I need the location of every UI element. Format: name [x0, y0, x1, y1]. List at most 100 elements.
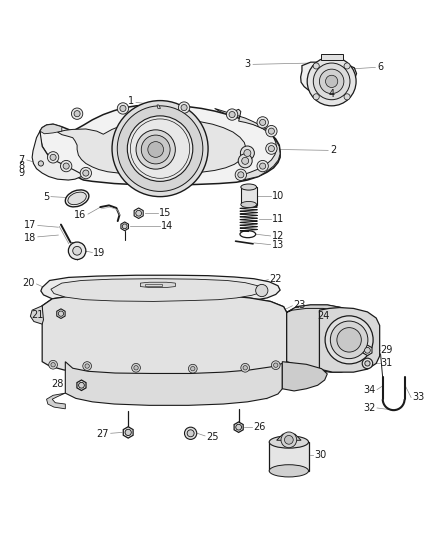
Ellipse shape [274, 363, 278, 367]
Text: 22: 22 [270, 274, 282, 284]
Text: 32: 32 [363, 403, 375, 413]
Ellipse shape [260, 163, 266, 169]
Polygon shape [157, 105, 160, 108]
Polygon shape [40, 124, 62, 134]
Ellipse shape [63, 163, 69, 169]
Polygon shape [42, 294, 287, 330]
Polygon shape [287, 305, 353, 317]
Polygon shape [123, 427, 133, 438]
Polygon shape [57, 119, 246, 175]
Text: 29: 29 [381, 345, 393, 356]
Ellipse shape [68, 242, 86, 260]
Ellipse shape [238, 172, 244, 178]
Ellipse shape [319, 69, 344, 94]
Text: 9: 9 [18, 168, 25, 177]
Ellipse shape [141, 135, 170, 164]
Ellipse shape [71, 108, 83, 119]
Text: 11: 11 [272, 214, 285, 224]
Text: 23: 23 [293, 300, 306, 310]
Ellipse shape [260, 119, 266, 125]
Ellipse shape [313, 63, 319, 69]
Text: 26: 26 [253, 422, 265, 432]
Ellipse shape [229, 111, 235, 118]
Ellipse shape [268, 146, 275, 152]
Ellipse shape [47, 152, 59, 163]
Text: 20: 20 [22, 278, 35, 288]
Text: 6: 6 [377, 62, 383, 72]
Text: 5: 5 [43, 192, 49, 201]
Text: 25: 25 [206, 432, 219, 442]
Text: 21: 21 [31, 310, 43, 319]
Ellipse shape [188, 364, 197, 373]
Polygon shape [269, 442, 308, 471]
Polygon shape [141, 282, 175, 287]
Polygon shape [41, 275, 280, 304]
Ellipse shape [187, 430, 194, 437]
Polygon shape [283, 362, 327, 391]
Text: 15: 15 [159, 208, 172, 218]
Text: 19: 19 [93, 248, 106, 259]
Ellipse shape [281, 432, 297, 448]
Text: 31: 31 [381, 358, 393, 368]
Ellipse shape [226, 109, 238, 120]
Text: 3: 3 [245, 59, 251, 69]
Ellipse shape [266, 143, 277, 154]
Ellipse shape [120, 106, 126, 111]
Text: 14: 14 [161, 221, 173, 231]
Text: 7: 7 [18, 155, 25, 165]
Polygon shape [319, 308, 380, 372]
Polygon shape [277, 434, 301, 440]
Ellipse shape [362, 358, 373, 369]
Ellipse shape [184, 427, 197, 439]
Ellipse shape [269, 465, 308, 477]
Ellipse shape [148, 142, 163, 157]
Ellipse shape [60, 160, 72, 172]
Ellipse shape [80, 167, 92, 179]
Text: 8: 8 [18, 161, 25, 171]
Text: 10: 10 [272, 191, 285, 201]
Ellipse shape [344, 94, 350, 100]
Ellipse shape [117, 103, 129, 114]
Ellipse shape [136, 130, 175, 169]
Ellipse shape [241, 184, 257, 190]
Ellipse shape [269, 436, 308, 448]
Ellipse shape [325, 75, 338, 87]
Polygon shape [30, 306, 43, 324]
Ellipse shape [257, 117, 268, 128]
Ellipse shape [236, 424, 241, 430]
Ellipse shape [136, 211, 141, 216]
Ellipse shape [272, 361, 280, 369]
Ellipse shape [337, 328, 361, 352]
Ellipse shape [83, 170, 89, 176]
Polygon shape [287, 305, 353, 372]
Text: 24: 24 [318, 311, 330, 321]
Ellipse shape [83, 362, 92, 370]
Polygon shape [77, 380, 86, 391]
Ellipse shape [78, 382, 85, 388]
Text: 2: 2 [330, 146, 336, 155]
Text: 1: 1 [128, 96, 134, 107]
Ellipse shape [266, 125, 277, 137]
Ellipse shape [132, 364, 141, 372]
Ellipse shape [244, 149, 251, 157]
Polygon shape [65, 362, 283, 405]
Ellipse shape [58, 311, 64, 316]
Polygon shape [32, 131, 84, 180]
Ellipse shape [181, 104, 187, 111]
Polygon shape [234, 422, 243, 432]
Text: 18: 18 [24, 233, 36, 243]
Text: 13: 13 [272, 240, 285, 249]
Text: 12: 12 [272, 231, 285, 241]
Text: 34: 34 [363, 385, 375, 394]
Ellipse shape [365, 361, 370, 366]
Polygon shape [363, 345, 372, 356]
Ellipse shape [65, 190, 89, 207]
Ellipse shape [73, 246, 81, 255]
Ellipse shape [127, 116, 193, 181]
Text: 4: 4 [328, 90, 334, 100]
Polygon shape [46, 393, 65, 409]
Ellipse shape [240, 146, 254, 160]
Ellipse shape [285, 435, 293, 444]
Polygon shape [57, 309, 65, 318]
Polygon shape [321, 54, 343, 60]
